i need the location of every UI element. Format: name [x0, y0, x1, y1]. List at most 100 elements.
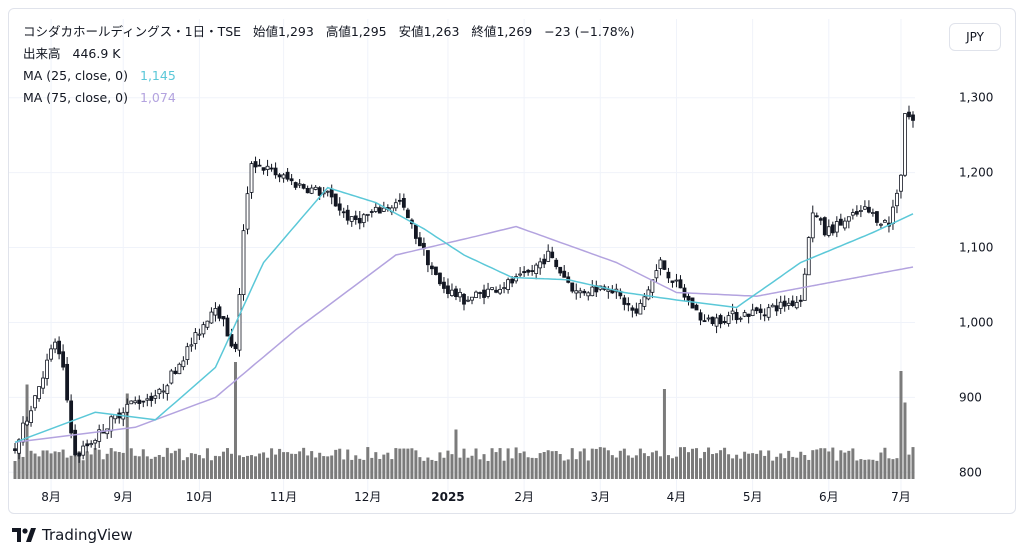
candle-body — [474, 291, 478, 298]
volume-bar — [65, 457, 69, 479]
candle-body — [341, 211, 346, 214]
candle-body — [434, 266, 438, 275]
candle-body — [498, 289, 502, 294]
volume-bar — [682, 447, 686, 479]
volume-bar — [322, 456, 326, 479]
price-chart[interactable]: 1,300 1,200 1,100 1,000 900 800 8月 9月 10月 11月 12月 2… — [9, 9, 1016, 514]
volume-bar — [831, 447, 835, 479]
ma25-line — [14, 186, 914, 444]
candle-body — [642, 296, 647, 307]
volume-bar — [73, 451, 77, 479]
close-label: 終値 — [471, 24, 497, 39]
candle-body — [903, 113, 907, 176]
candle-body — [430, 265, 434, 270]
currency-button[interactable]: JPY — [949, 23, 1001, 51]
volume-bar — [827, 451, 831, 479]
volume-bar — [771, 460, 775, 479]
candle-body — [241, 230, 246, 295]
volume-bar — [326, 456, 330, 479]
candle-body — [201, 324, 206, 335]
chart-frame[interactable]: 1,300 1,200 1,100 1,000 900 800 8月 9月 10月 11月 12月 2… — [8, 8, 1016, 514]
candle-body — [369, 211, 374, 213]
volume-bar — [743, 451, 747, 479]
volume-bar — [835, 460, 839, 479]
candle-body — [17, 439, 21, 454]
candle-body — [782, 300, 787, 307]
candle-body — [229, 334, 234, 347]
candle-body — [871, 212, 875, 214]
candle-body — [281, 174, 286, 179]
volume-bar — [438, 452, 442, 479]
volume-bar — [735, 454, 739, 479]
volume-bar — [53, 451, 57, 479]
candle-body — [774, 305, 779, 312]
volume-bar — [482, 454, 486, 479]
volume-bar — [177, 448, 181, 479]
candle-body — [193, 332, 198, 344]
x-tick-label: 5月 — [743, 490, 763, 504]
candle-body — [33, 395, 37, 409]
candle-body — [177, 363, 182, 375]
volume-bar — [526, 457, 530, 479]
volume-bar — [121, 452, 125, 479]
candle-body — [77, 452, 82, 457]
volume-bar — [113, 451, 117, 479]
branding[interactable]: TradingView — [12, 526, 133, 544]
candle-body — [261, 167, 266, 171]
volume-bar — [406, 448, 410, 479]
candle-body — [381, 207, 386, 212]
candle-body — [29, 410, 33, 423]
volume-value: 446.9 K — [72, 46, 121, 61]
candle-body — [786, 302, 791, 306]
candle-body — [353, 215, 358, 220]
volume-bar — [666, 455, 670, 479]
volume-bar — [755, 453, 759, 479]
candle-body — [69, 400, 74, 434]
volume-bar — [85, 451, 89, 479]
volume-bar — [169, 453, 173, 479]
volume-bar — [125, 393, 129, 479]
candle-body — [810, 212, 815, 239]
candle-body — [630, 307, 635, 311]
candle-body — [510, 278, 515, 284]
candle-body — [337, 203, 342, 211]
candle-body — [45, 359, 49, 379]
volume-bar — [414, 450, 418, 479]
volume-bar — [149, 458, 153, 479]
volume-bar — [129, 448, 133, 479]
volume-bar — [97, 449, 101, 479]
y-tick-label: 900 — [959, 390, 982, 404]
volume-bar — [622, 448, 626, 479]
volume-bar — [723, 447, 727, 479]
x-tick-label: 11月 — [270, 490, 297, 504]
x-tick-label: 2025 — [431, 490, 464, 504]
candle-body — [818, 218, 823, 221]
low-value: 1,263 — [423, 24, 460, 39]
candle-body — [654, 270, 659, 279]
candle-body — [538, 261, 543, 269]
candle-body — [770, 304, 775, 308]
volume-bar — [514, 447, 518, 479]
candle-body — [754, 307, 759, 312]
candle-body — [57, 340, 62, 355]
candle-body — [846, 216, 851, 222]
volume-bar — [907, 454, 911, 479]
open-label: 始値 — [253, 24, 279, 39]
volume-bar — [634, 455, 638, 479]
volume-bar — [238, 455, 242, 479]
candle-body — [365, 213, 370, 216]
candle-body — [289, 178, 294, 182]
volume-bar — [346, 449, 350, 479]
volume-bar — [81, 460, 85, 479]
volume-bar — [498, 448, 502, 479]
candle-body — [257, 164, 262, 167]
candle-body — [730, 310, 735, 315]
volume-bar — [205, 448, 209, 479]
volume-bar — [783, 458, 787, 479]
open-value: 1,293 — [278, 24, 314, 39]
volume-bar — [767, 450, 771, 479]
volume-bar — [221, 451, 225, 479]
candle-body — [401, 198, 406, 208]
volume-bar — [719, 450, 723, 479]
candle-body — [486, 288, 490, 297]
